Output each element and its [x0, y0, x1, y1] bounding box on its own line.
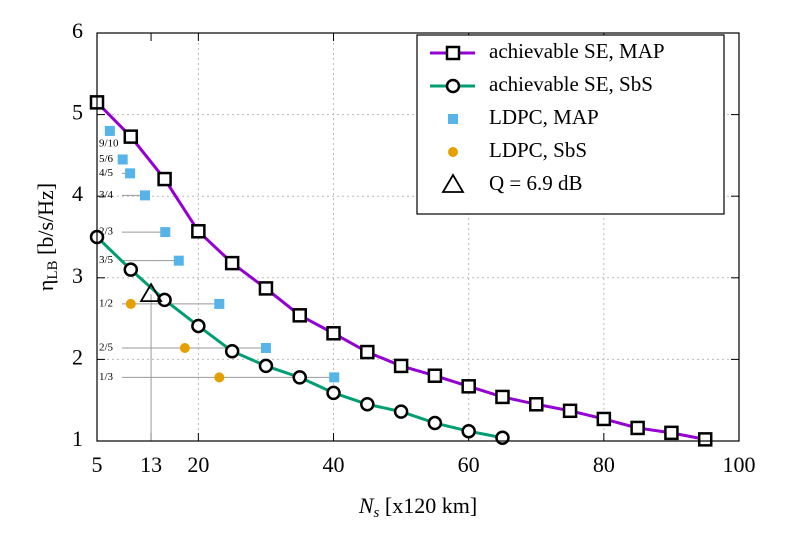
marker: [139, 282, 163, 303]
x-label-sub: s: [374, 505, 380, 521]
marker: [125, 168, 136, 179]
marker: [173, 255, 184, 266]
legend: achievable SE, MAP achievable SE, SbS LDPC…: [416, 34, 725, 215]
marker: [562, 403, 578, 419]
x-tick-label: 80: [593, 452, 615, 477]
point-label: 1/3: [99, 371, 114, 383]
marker: [529, 397, 544, 412]
marker: [448, 147, 458, 157]
marker: [697, 432, 713, 447]
marker: [445, 45, 461, 61]
y-tick-label: 5: [72, 100, 83, 125]
marker: [461, 423, 476, 439]
marker: [664, 425, 679, 441]
x-label-suffix: [x120 km]: [379, 493, 477, 518]
y-tick-label: 1: [72, 426, 83, 451]
marker: [427, 368, 443, 383]
marker: [160, 227, 171, 238]
y-tick-label: 6: [72, 18, 83, 43]
marker: [292, 308, 307, 323]
marker: [191, 224, 206, 239]
legend-label: LDPC, SbS: [489, 138, 587, 162]
x-tick-label: 100: [723, 452, 756, 477]
marker: [258, 358, 274, 374]
marker: [393, 404, 409, 419]
marker: [214, 372, 225, 383]
marker: [292, 370, 307, 385]
legend-label: achievable SE, MAP: [489, 39, 665, 63]
marker: [445, 78, 461, 94]
marker: [224, 255, 240, 271]
marker: [157, 171, 172, 187]
y-tick-label: 2: [72, 344, 83, 369]
y-tick-label: 3: [72, 263, 83, 288]
marker: [495, 389, 510, 405]
marker: [441, 173, 465, 193]
marker: [630, 420, 645, 436]
legend-label: Q = 6.9 dB: [489, 171, 583, 195]
x-tick-label: 5: [92, 452, 103, 477]
marker: [360, 344, 375, 360]
point-label: 9/10: [99, 137, 119, 149]
legend-label: LDPC, MAP: [489, 105, 599, 129]
marker: [104, 125, 115, 136]
marker: [179, 342, 190, 353]
marker: [495, 430, 510, 445]
x-axis-label: Ns [x120 km]: [358, 493, 477, 521]
marker: [258, 281, 274, 296]
marker: [123, 129, 139, 144]
marker: [427, 415, 443, 431]
marker: [139, 190, 150, 201]
point-label: 1/2: [99, 297, 113, 309]
marker: [191, 318, 206, 334]
point-label: 3/4: [99, 189, 114, 201]
marker: [326, 326, 341, 341]
x-label-main: N: [358, 493, 375, 518]
marker: [260, 342, 271, 353]
x-tick-label: 20: [187, 452, 209, 477]
legend-box: [416, 34, 725, 215]
marker: [123, 262, 139, 277]
marker: [596, 411, 612, 427]
series-line: [95, 235, 503, 440]
marker: [214, 298, 225, 309]
marker: [117, 154, 128, 165]
plot-frame: [96, 32, 740, 442]
y-label-suffix: [b/s/Hz]: [33, 183, 58, 261]
point-label: 2/5: [99, 342, 114, 354]
point-label: 3/5: [99, 254, 114, 266]
point-label: 4/5: [99, 167, 114, 179]
x-tick-label: 40: [323, 452, 345, 477]
legend-label: achievable SE, SbS: [489, 72, 653, 96]
y-axis-label: ηLB [b/s/Hz]: [33, 183, 61, 291]
marker: [360, 397, 375, 412]
y-label-sub: LB: [45, 260, 61, 279]
marker: [393, 358, 409, 374]
y-label-main: η: [33, 280, 58, 292]
y-tick-label: 4: [72, 181, 83, 206]
marker: [224, 343, 240, 359]
marker: [125, 298, 136, 309]
x-tick-label: 13: [140, 452, 162, 477]
point-label: 5/6: [99, 153, 114, 165]
x-tick-label: 60: [458, 452, 480, 477]
marker: [329, 372, 340, 383]
marker: [326, 385, 341, 401]
marker: [157, 292, 172, 308]
marker: [461, 379, 476, 394]
marker: [448, 114, 458, 124]
